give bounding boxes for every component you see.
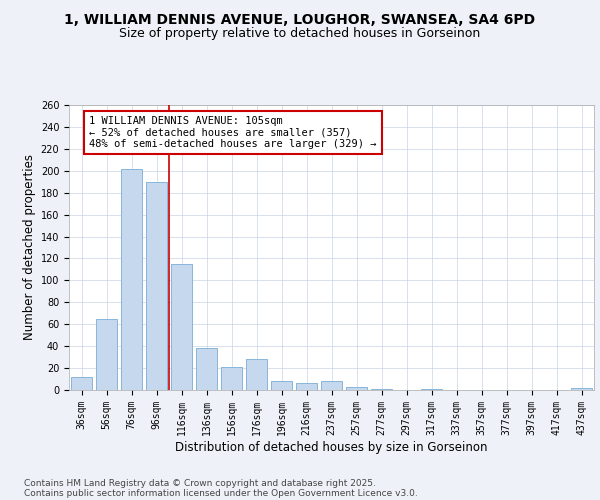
Text: 1 WILLIAM DENNIS AVENUE: 105sqm
← 52% of detached houses are smaller (357)
48% o: 1 WILLIAM DENNIS AVENUE: 105sqm ← 52% of… <box>89 116 377 149</box>
Bar <box>371 389 392 390</box>
Y-axis label: Number of detached properties: Number of detached properties <box>23 154 37 340</box>
Bar <box>421 389 442 390</box>
Bar <box>571 388 592 390</box>
Text: Contains HM Land Registry data © Crown copyright and database right 2025.: Contains HM Land Registry data © Crown c… <box>24 478 376 488</box>
Text: Contains public sector information licensed under the Open Government Licence v3: Contains public sector information licen… <box>24 488 418 498</box>
Bar <box>296 384 317 390</box>
Text: Size of property relative to detached houses in Gorseinon: Size of property relative to detached ho… <box>119 28 481 40</box>
Text: 1, WILLIAM DENNIS AVENUE, LOUGHOR, SWANSEA, SA4 6PD: 1, WILLIAM DENNIS AVENUE, LOUGHOR, SWANS… <box>64 12 536 26</box>
Bar <box>71 377 92 390</box>
Bar <box>271 381 292 390</box>
Bar <box>171 264 192 390</box>
X-axis label: Distribution of detached houses by size in Gorseinon: Distribution of detached houses by size … <box>175 440 488 454</box>
Bar <box>121 168 142 390</box>
Bar <box>146 182 167 390</box>
Bar <box>221 367 242 390</box>
Bar <box>246 360 267 390</box>
Bar <box>96 319 117 390</box>
Bar <box>346 386 367 390</box>
Bar <box>196 348 217 390</box>
Bar <box>321 381 342 390</box>
